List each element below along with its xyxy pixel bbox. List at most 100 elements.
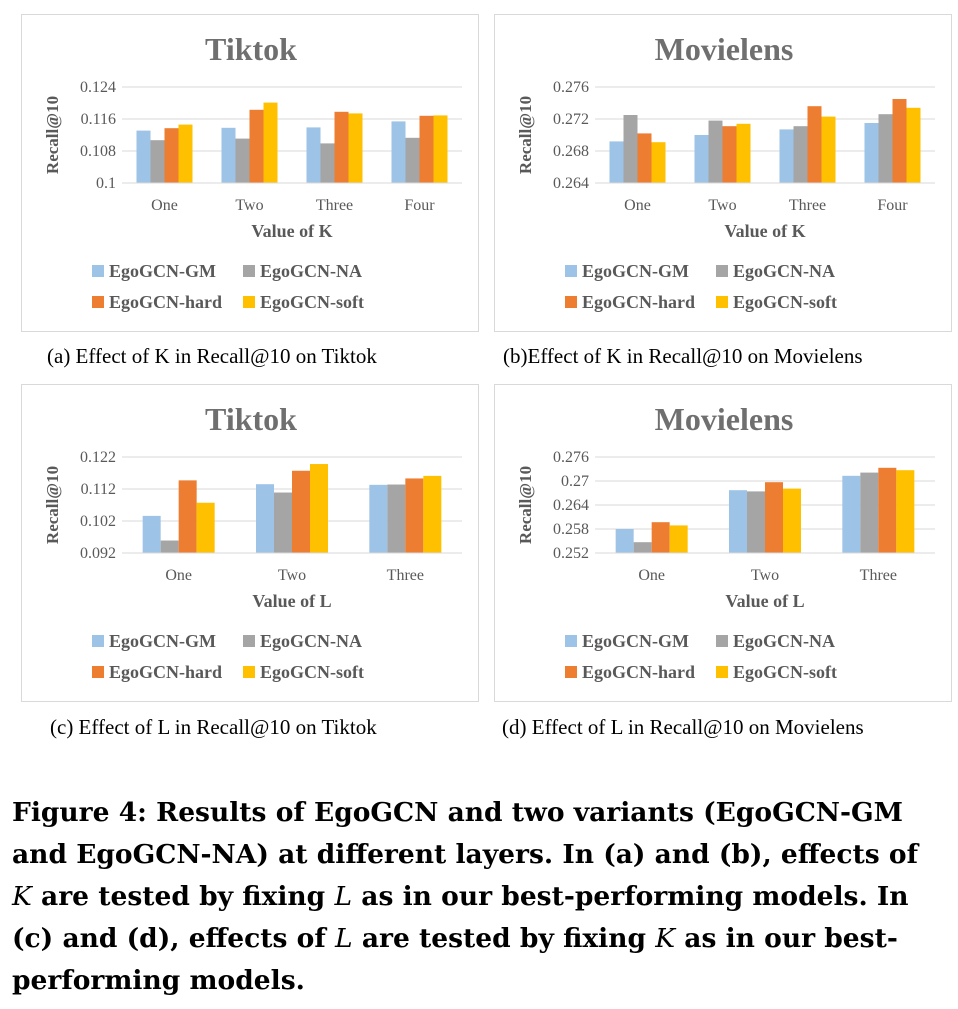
legend-swatch [243, 635, 255, 647]
math-k: K [12, 881, 32, 912]
legend-label: EgoGCN-soft [733, 292, 837, 312]
y-axis-label: Recall@10 [43, 466, 62, 544]
bar-egogcn-na [274, 492, 292, 553]
bar-egogcn-gm [609, 141, 624, 183]
legend-swatch [243, 265, 255, 277]
legend-swatch [716, 296, 728, 308]
legend-label: EgoGCN-soft [260, 662, 364, 682]
bar-egogcn-gm [391, 121, 406, 183]
bar-egogcn-hard [878, 467, 897, 553]
bar-egogcn-hard [164, 128, 179, 183]
y-axis-label: Recall@10 [516, 96, 535, 174]
y-tick-label: 0.102 [80, 513, 116, 530]
subfigure-caption-d: (d) Effect of L in Recall@10 on Movielen… [502, 715, 864, 739]
bar-egogcn-hard [637, 133, 652, 183]
legend-label: EgoGCN-hard [582, 292, 695, 312]
math-l: L [334, 881, 353, 912]
legend-swatch [565, 296, 577, 308]
bar-egogcn-na [793, 126, 808, 183]
bar-egogcn-hard [178, 480, 197, 553]
bar-egogcn-soft [423, 475, 442, 553]
bar-egogcn-soft [310, 464, 328, 553]
bar-egogcn-hard [292, 470, 310, 553]
bar-egogcn-hard [807, 106, 822, 183]
bar-egogcn-soft [348, 113, 363, 183]
bar-egogcn-soft [263, 102, 278, 183]
bar-egogcn-gm [136, 130, 151, 183]
bar-egogcn-na [708, 120, 723, 183]
bar-egogcn-na [633, 542, 652, 553]
y-axis-label: Recall@10 [516, 466, 535, 544]
legend-label: EgoGCN-GM [109, 261, 216, 281]
bar-egogcn-soft [736, 123, 751, 183]
bar-egogcn-soft [178, 124, 193, 183]
bar-egogcn-gm [694, 135, 709, 183]
y-tick-label: 0.124 [80, 79, 116, 96]
x-tick-label: Three [789, 197, 826, 214]
chart-panel-b: Movielens 0.264 0.268 0.272 0.276 Recall@10 On… [494, 14, 952, 332]
figure-caption: Figure 4: Results of EgoGCN and two vari… [12, 792, 942, 1002]
x-tick-label: Two [235, 197, 263, 214]
x-tick-label: Two [751, 567, 779, 584]
bar-egogcn-na [387, 484, 406, 553]
legend-swatch [92, 296, 104, 308]
subfigure-caption-b: (b)Effect of K in Recall@10 on Movielens [503, 344, 863, 368]
bar-egogcn-hard [892, 99, 907, 183]
bar-egogcn-gm [142, 515, 161, 553]
x-tick-label: Four [404, 197, 435, 214]
chart-title: Movielens [655, 31, 794, 67]
bar-egogcn-soft [196, 502, 215, 553]
legend-label: EgoGCN-GM [582, 261, 689, 281]
bar-egogcn-soft [896, 470, 915, 553]
legend-label: EgoGCN-NA [260, 261, 362, 281]
bar-egogcn-gm [842, 475, 861, 553]
bar-egogcn-na [235, 138, 250, 183]
bar-egogcn-na [160, 540, 179, 553]
chart-title: Tiktok [205, 31, 297, 67]
bar-egogcn-gm [369, 484, 388, 553]
bar-egogcn-soft [906, 107, 921, 183]
x-tick-label: Two [708, 197, 736, 214]
legend-label: EgoGCN-NA [733, 631, 835, 651]
bar-egogcn-na [747, 491, 765, 553]
x-tick-label: Three [387, 567, 424, 584]
bar-egogcn-gm [729, 490, 747, 553]
legend-swatch [92, 635, 104, 647]
legend-swatch [92, 666, 104, 678]
bar-egogcn-na [878, 114, 893, 183]
legend-label: EgoGCN-NA [733, 261, 835, 281]
x-tick-label: Three [860, 567, 897, 584]
x-axis-label: Value of L [252, 591, 331, 611]
x-axis-label: Value of L [725, 591, 804, 611]
y-tick-label: 0.108 [80, 143, 116, 160]
y-tick-label: 0.276 [553, 79, 589, 96]
x-axis-label: Value of K [724, 221, 805, 241]
x-tick-label: Four [877, 197, 908, 214]
legend-label: EgoGCN-hard [109, 292, 222, 312]
bar-egogcn-gm [615, 529, 634, 553]
legend-swatch [565, 635, 577, 647]
math-l: L [334, 923, 353, 954]
chart-svg: Movielens 0.264 0.268 0.272 0.276 Recall@10 On… [516, 31, 935, 312]
y-tick-label: 0.27 [561, 473, 589, 490]
y-tick-label: 0.258 [553, 521, 589, 538]
legend-swatch [243, 666, 255, 678]
bar-egogcn-hard [405, 478, 424, 553]
chart-panel-c: Tiktok 0.092 0.102 0.112 0.122 Recall@10 One Tw… [21, 384, 479, 702]
x-tick-label: One [638, 567, 665, 584]
bar-egogcn-na [320, 143, 335, 183]
legend-swatch [716, 666, 728, 678]
legend-swatch [565, 265, 577, 277]
chart-svg: Tiktok 0.092 0.102 0.112 0.122 Recall@10 One Tw… [43, 401, 462, 682]
bar-egogcn-hard [722, 126, 737, 183]
y-tick-label: 0.122 [80, 449, 116, 466]
legend-label: EgoGCN-NA [260, 631, 362, 651]
legend-label: EgoGCN-soft [733, 662, 837, 682]
x-axis-label: Value of K [251, 221, 332, 241]
y-tick-label: 0.092 [80, 545, 116, 562]
y-axis-label: Recall@10 [43, 96, 62, 174]
bar-egogcn-hard [249, 109, 264, 183]
chart-panel-d: Movielens 0.252 0.258 0.264 0.27 0.276 Recall@… [494, 384, 952, 702]
legend-label: EgoGCN-GM [109, 631, 216, 651]
chart-title: Tiktok [205, 401, 297, 437]
